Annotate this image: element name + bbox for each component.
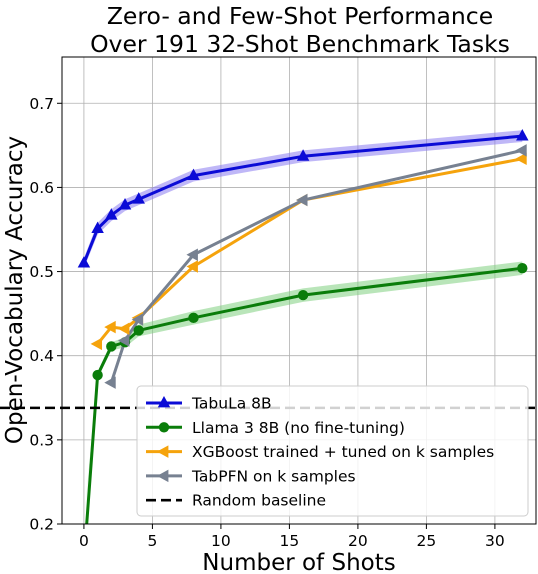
y-axis-label: Open-Vocabulary Accuracy: [2, 136, 28, 444]
llama-3-8b-no-fine-tuning-line: [85, 266, 523, 524]
tabpfn-on-k-samples-line: [109, 148, 523, 384]
legend-marker-xgboost-trained-tuned-on-k-samples: [156, 445, 169, 458]
plot-border: [61, 56, 537, 525]
tabula-8b-point: [105, 208, 118, 220]
legend-label-random-baseline: Random baseline: [192, 492, 326, 510]
tabula-8b-point: [118, 198, 132, 210]
legend-label-tabpfn-on-k-samples: TabPFN on k samples: [191, 467, 356, 485]
legend-marker-llama-3-8b-no-fine-tuning: [158, 422, 170, 433]
y-tick-label: 0.7: [29, 95, 54, 113]
chart-title-line-2: Over 191 32-Shot Benchmark Tasks: [90, 30, 510, 58]
tabpfn-on-k-samples-point: [186, 248, 198, 261]
legend-marker-tabpfn-on-k-samples: [156, 469, 169, 483]
llama-3-8b-no-fine-tuning-point: [133, 325, 144, 336]
y-tick-label: 0.4: [29, 347, 54, 365]
legend: TabuLa 8B Llama 3 8B (no fine-tuning) XGBo…: [136, 385, 529, 517]
tabula-8b-point: [296, 149, 310, 161]
x-tick-label: 30: [485, 532, 505, 550]
y-tick-label: 0.6: [29, 179, 54, 197]
llama-3-8b-no-fine-tuning-point: [297, 289, 309, 301]
tabpfn-on-k-samples-point: [515, 144, 527, 157]
y-tick-label: 0.5: [29, 263, 54, 281]
x-tick-label: 10: [211, 532, 231, 550]
tabula-8b-point: [187, 168, 200, 181]
tabula-8b-point: [516, 129, 529, 141]
x-tick-label: 25: [417, 532, 437, 550]
tabula-8b-point: [91, 221, 104, 234]
tabpfn-on-k-samples-point: [131, 313, 144, 326]
llama-3-8b-no-fine-tuning-point: [92, 369, 103, 381]
x-tick-label: 15: [280, 532, 300, 550]
tabula-8b-point: [77, 256, 91, 268]
llama-3-8b-no-fine-tuning-point: [517, 263, 528, 274]
tabpfn-on-k-samples-point: [117, 334, 130, 347]
legend-label-tabula-8b: TabuLa 8B: [191, 395, 272, 413]
axis-ticks: 0 5 10 15 20 25 30 0.2 0.3 0.4 0.5 0.6 0.7: [29, 95, 504, 550]
x-tick-label: 5: [147, 532, 157, 550]
legend-box: [136, 385, 529, 517]
tabpfn-on-k-samples-point: [296, 193, 308, 207]
tabula-8b-point: [132, 192, 145, 204]
x-axis-label: Number of Shots: [202, 550, 395, 574]
xgboost-trained-tuned-on-k-samples-point: [515, 152, 527, 166]
y-tick-label: 0.3: [29, 431, 54, 449]
xgboost-trained-tuned-on-k-samples-point: [104, 320, 116, 334]
xgboost-trained-tuned-on-k-samples-point: [90, 337, 103, 351]
chart-title-line-1: Zero- and Few-Shot Performance: [107, 2, 493, 30]
legend-label-xgboost-trained-tuned-on-k-samples: XGBoost trained + tuned on k samples: [192, 443, 494, 461]
x-tick-label: 20: [348, 532, 368, 550]
llama-3-8b-no-fine-tuning-point: [188, 312, 199, 324]
legend-marker-tabula-8b: [157, 395, 171, 408]
series-markers: [77, 129, 529, 389]
legend-label-llama-3-8b-no-fine-tuning: Llama 3 8B (no fine-tuning): [192, 419, 405, 437]
tabpfn-on-k-samples-point: [104, 376, 116, 389]
llama-3-8b-no-fine-tuning-point: [106, 341, 117, 352]
xgboost-trained-tuned-on-k-samples-point: [117, 322, 130, 336]
xgboost-trained-tuned-on-k-samples-point: [186, 260, 198, 273]
y-tick-label: 0.2: [29, 516, 54, 534]
x-tick-label: 0: [79, 532, 89, 550]
